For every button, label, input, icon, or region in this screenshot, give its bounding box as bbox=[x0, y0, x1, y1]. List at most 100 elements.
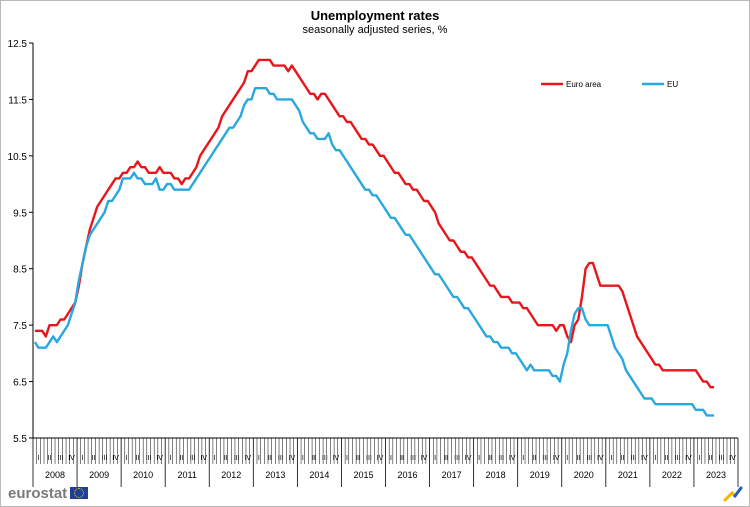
chart-subtitle: seasonally adjusted series, % bbox=[302, 24, 448, 36]
year-label: 2017 bbox=[442, 470, 462, 480]
year-label: 2014 bbox=[309, 470, 329, 480]
quarter-label: III bbox=[322, 455, 328, 462]
series-line-eu bbox=[33, 86, 715, 417]
quarter-label: IV bbox=[244, 455, 251, 462]
quarter-label: IV bbox=[156, 455, 163, 462]
year-label: 2022 bbox=[662, 470, 682, 480]
eu-flag-icon bbox=[70, 487, 89, 499]
quarter-label: II bbox=[488, 455, 492, 462]
y-tick-label: 7.5 bbox=[13, 321, 27, 332]
quarter-label: I bbox=[302, 455, 304, 462]
quarter-label: III bbox=[234, 455, 240, 462]
y-tick-label: 8.5 bbox=[13, 265, 27, 276]
quarter-label: II bbox=[356, 455, 360, 462]
quarter-label: II bbox=[92, 455, 96, 462]
quarter-label: IV bbox=[509, 455, 516, 462]
quarter-label: II bbox=[709, 455, 713, 462]
quarter-label: IV bbox=[729, 455, 736, 462]
quarter-label: IV bbox=[333, 455, 340, 462]
quarter-label: I bbox=[698, 455, 700, 462]
quarter-label: I bbox=[566, 455, 568, 462]
quarter-label: I bbox=[258, 455, 260, 462]
quarter-label: II bbox=[664, 455, 668, 462]
y-tick-label: 5.5 bbox=[13, 434, 27, 445]
corner-mark-icon bbox=[723, 486, 743, 502]
quarter-label: I bbox=[170, 455, 172, 462]
year-label: 2009 bbox=[89, 470, 109, 480]
eurostat-logo: eurostat bbox=[8, 484, 89, 502]
quarter-label: II bbox=[224, 455, 228, 462]
quarter-label: IV bbox=[289, 455, 296, 462]
quarter-label: III bbox=[719, 455, 725, 462]
quarter-label: III bbox=[146, 455, 152, 462]
quarter-label: I bbox=[478, 455, 480, 462]
year-label: 2016 bbox=[398, 470, 418, 480]
legend-label: Euro area bbox=[566, 80, 602, 89]
quarter-label: III bbox=[366, 455, 372, 462]
year-label: 2008 bbox=[45, 470, 65, 480]
quarter-label: I bbox=[346, 455, 348, 462]
quarter-label: I bbox=[82, 455, 84, 462]
quarter-label: I bbox=[654, 455, 656, 462]
series-lines bbox=[33, 58, 715, 417]
quarter-label: I bbox=[390, 455, 392, 462]
quarter-label: III bbox=[278, 455, 284, 462]
year-label: 2015 bbox=[353, 470, 373, 480]
legend-label: EU bbox=[667, 80, 678, 89]
quarter-label: IV bbox=[641, 455, 648, 462]
quarter-label: IV bbox=[112, 455, 119, 462]
quarter-label: III bbox=[674, 455, 680, 462]
quarter-label: II bbox=[180, 455, 184, 462]
quarter-label: II bbox=[48, 455, 52, 462]
series-line-euro-area bbox=[34, 58, 715, 389]
quarter-label: I bbox=[126, 455, 128, 462]
quarter-label: IV bbox=[465, 455, 472, 462]
quarter-label: II bbox=[576, 455, 580, 462]
quarter-label: II bbox=[532, 455, 536, 462]
quarter-label: II bbox=[444, 455, 448, 462]
quarter-label: IV bbox=[553, 455, 560, 462]
logo-text: eurostat bbox=[8, 484, 68, 502]
quarter-label: II bbox=[136, 455, 140, 462]
quarter-label: IV bbox=[421, 455, 428, 462]
y-axis-tick-labels: 5.5 6.5 7.5 8.5 9.5 10.5 11.5 12.5 bbox=[8, 39, 33, 445]
quarter-label: II bbox=[268, 455, 272, 462]
quarter-label: IV bbox=[200, 455, 207, 462]
quarter-label: III bbox=[542, 455, 548, 462]
year-label: 2020 bbox=[574, 470, 594, 480]
quarter-label: III bbox=[630, 455, 636, 462]
y-tick-label: 9.5 bbox=[13, 208, 27, 219]
y-tick-label: 6.5 bbox=[13, 378, 27, 389]
chart-title: Unemployment rates bbox=[310, 8, 440, 23]
quarter-label: III bbox=[410, 455, 416, 462]
quarter-label: I bbox=[38, 455, 40, 462]
quarter-label: III bbox=[58, 455, 64, 462]
quarter-label: IV bbox=[597, 455, 604, 462]
quarter-label: III bbox=[586, 455, 592, 462]
quarter-label: II bbox=[312, 455, 316, 462]
quarter-label: IV bbox=[685, 455, 692, 462]
quarter-label: II bbox=[620, 455, 624, 462]
year-label: 2011 bbox=[178, 470, 197, 480]
quarter-label: I bbox=[214, 455, 216, 462]
quarter-label: IV bbox=[377, 455, 384, 462]
quarter-label: IV bbox=[68, 455, 75, 462]
quarter-label: II bbox=[400, 455, 404, 462]
year-label: 2019 bbox=[530, 470, 550, 480]
year-label: 2013 bbox=[265, 470, 285, 480]
quarter-label: III bbox=[454, 455, 460, 462]
year-label: 2018 bbox=[486, 470, 506, 480]
quarter-label: I bbox=[522, 455, 524, 462]
quarter-label: I bbox=[610, 455, 612, 462]
quarter-label: III bbox=[102, 455, 108, 462]
year-label: 2023 bbox=[706, 470, 726, 480]
quarter-label: III bbox=[190, 455, 196, 462]
year-label: 2010 bbox=[133, 470, 153, 480]
legend: Euro area EU bbox=[541, 80, 678, 89]
y-tick-label: 10.5 bbox=[8, 152, 28, 163]
y-tick-label: 12.5 bbox=[8, 39, 28, 50]
year-label: 2021 bbox=[618, 470, 638, 480]
quarter-label: III bbox=[498, 455, 504, 462]
